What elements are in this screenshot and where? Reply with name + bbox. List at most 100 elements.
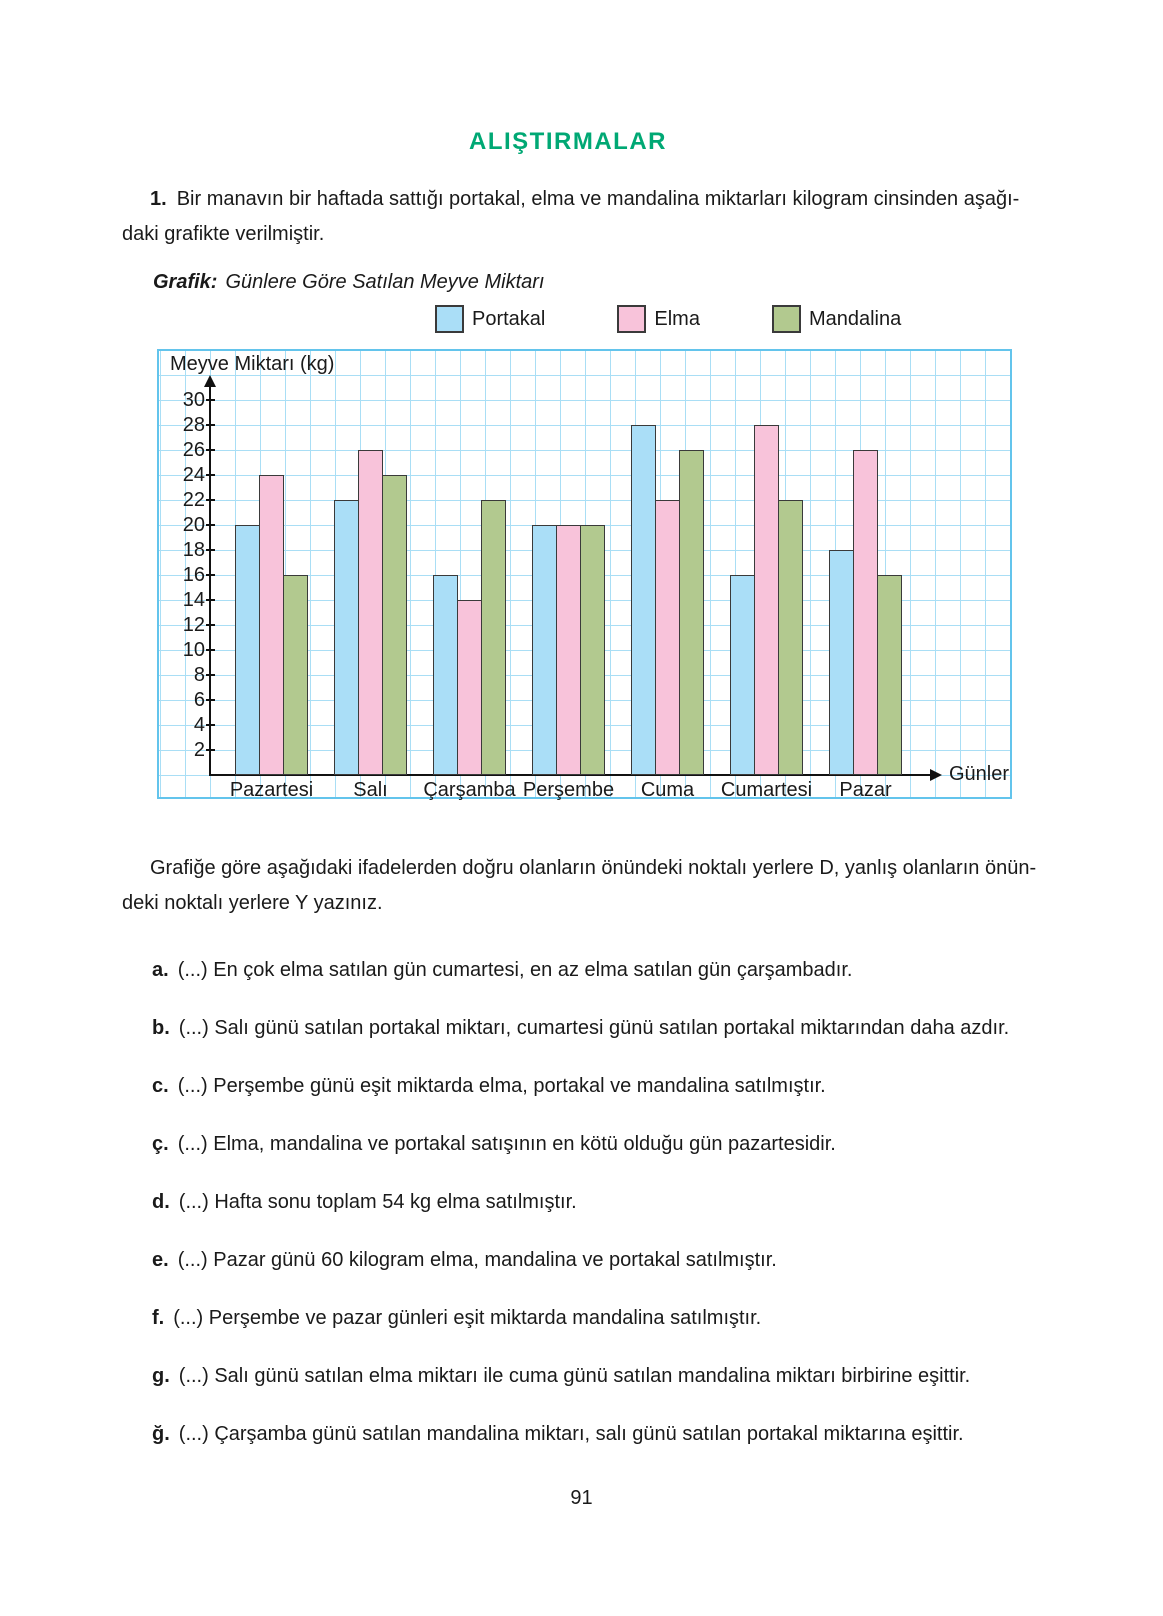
bar-portakal-çarşamba [433, 575, 458, 775]
statement-a: a. (...) En çok elma satılan gün cumartes… [122, 957, 1014, 983]
bar-portakal-pazartesi [235, 525, 260, 775]
statement-letter-b: b. [152, 1017, 170, 1039]
day-label-salı: Salı [353, 779, 388, 801]
y-axis [209, 383, 211, 776]
page-title: ALIŞTIRMALAR [469, 128, 667, 155]
bar-mandalina-cuma [679, 450, 704, 775]
tick-mark-14 [206, 599, 215, 601]
bar-portakal-salı [334, 500, 359, 775]
chart-caption: Grafik: Günlere Göre Satılan Meyve Miktar… [153, 269, 1014, 295]
tick-mark-2 [206, 749, 215, 751]
legend-swatch-elma [617, 305, 647, 333]
intro-line-1: 1. Bir manavın bir haftada sattığı portak… [122, 182, 1019, 217]
statement-letter-a: a. [152, 959, 169, 981]
statement-ç: ç. (...) Elma, mandalina ve portakal satı… [122, 1131, 1014, 1157]
tick-label-28: 28 [182, 414, 205, 436]
bar-elma-çarşamba [457, 600, 482, 775]
x-axis [210, 774, 932, 776]
statement-g: g. (...) Salı günü satılan elma miktarı i… [122, 1363, 1014, 1389]
tick-mark-4 [206, 724, 215, 726]
statement-text-ğ: (...) Çarşamba günü satılan mandalina mi… [178, 1423, 964, 1445]
statement-text-c: (...) Perşembe günü eşit miktarda elma, … [177, 1075, 826, 1097]
tick-mark-22 [206, 499, 215, 501]
x-axis-arrow-icon [930, 769, 942, 781]
chart: Meyve Miktarı (kg) Günler 2 4 6 8 10 12 14 16 18… [157, 349, 1014, 801]
tick-mark-6 [206, 699, 215, 701]
bar-mandalina-pazar [877, 575, 902, 775]
tick-label-14: 14 [182, 589, 205, 611]
tick-label-10: 10 [182, 639, 205, 661]
day-label-pazartesi: Pazartesi [229, 779, 314, 801]
chart-caption-text: Günlere Göre Satılan Meyve Miktarı [225, 271, 545, 293]
tick-label-16: 16 [182, 564, 205, 586]
statement-f: f. (...) Perşembe ve pazar günleri eşit m… [122, 1305, 1014, 1331]
statement-letter-c: c. [152, 1075, 169, 1097]
legend-label-elma: Elma [654, 307, 700, 330]
chart-caption-label: Grafik: [153, 271, 218, 293]
tick-label-22: 22 [182, 489, 205, 511]
instruction-line-2: deki noktalı yerlere Y yazınız. [122, 892, 383, 914]
bar-elma-pazartesi [259, 475, 284, 775]
tick-label-2: 2 [193, 739, 205, 761]
bar-elma-cuma [655, 500, 680, 775]
intro-line-2: daki grafikte verilmiştir. [122, 217, 1014, 252]
tick-mark-26 [206, 449, 215, 451]
y-axis-title: Meyve Miktarı (kg) [170, 353, 335, 375]
legend-swatch-mandalina [771, 305, 801, 333]
bar-portakal-cumartesi [730, 575, 755, 775]
problem-number: 1. [150, 188, 167, 210]
day-label-cumartesi: Cumartesi [720, 779, 813, 801]
day-label-pazar: Pazar [839, 779, 892, 801]
tick-mark-18 [206, 549, 215, 551]
intro-text-2: daki grafikte verilmiştir. [122, 223, 325, 245]
statement-letter-f: f. [152, 1307, 165, 1329]
tick-mark-24 [206, 474, 215, 476]
instruction-line-1: Grafiğe göre aşağıdaki ifadelerden doğru… [150, 857, 1037, 879]
tick-label-12: 12 [182, 614, 205, 636]
tick-label-6: 6 [193, 689, 205, 711]
statement-ğ: ğ. (...) Çarşamba günü satılan mandalina … [122, 1421, 1014, 1447]
bar-mandalina-salı [382, 475, 407, 775]
bar-mandalina-perşembe [580, 525, 605, 775]
legend-item-mandalina: Mandalina [771, 305, 902, 333]
statement-text-a: (...) En çok elma satılan gün cumartesi,… [177, 959, 853, 981]
bar-portakal-perşembe [532, 525, 557, 775]
legend-item-elma: Elma [617, 305, 700, 333]
bar-portakal-cuma [631, 425, 656, 775]
tick-mark-16 [206, 574, 215, 576]
statement-text-f: (...) Perşembe ve pazar günleri eşit mik… [173, 1307, 762, 1329]
statement-letter-ç: ç. [152, 1133, 169, 1155]
day-label-çarşamba: Çarşamba [423, 779, 516, 801]
statement-text-d: (...) Hafta sonu toplam 54 kg elma satıl… [178, 1191, 577, 1213]
bar-mandalina-çarşamba [481, 500, 506, 775]
x-axis-title: Günler [949, 763, 1010, 785]
tick-mark-28 [206, 424, 215, 426]
day-label-cuma: Cuma [640, 779, 695, 801]
page-number: 91 [570, 1487, 593, 1509]
tick-label-8: 8 [193, 664, 205, 686]
bar-mandalina-cumartesi [778, 500, 803, 775]
bar-elma-pazar [853, 450, 878, 775]
statement-letter-e: e. [152, 1249, 169, 1271]
statement-c: c. (...) Perşembe günü eşit miktarda elma… [122, 1073, 1014, 1099]
statement-letter-ğ: ğ. [152, 1423, 170, 1445]
statement-b: b. (...) Salı günü satılan portakal mikta… [122, 1015, 1014, 1041]
page-content: ALIŞTIRMALAR 1. Bir manavın bir haftada s… [122, 128, 1037, 1447]
bar-elma-perşembe [556, 525, 581, 775]
intro-paragraph: 1. Bir manavın bir haftada sattığı portak… [122, 182, 1019, 252]
y-axis-arrow-icon [204, 375, 216, 387]
legend-label-mandalina: Mandalina [808, 307, 902, 330]
tick-mark-8 [206, 674, 215, 676]
chart-area: Meyve Miktarı (kg) Günler 2 4 6 8 10 12 14 16 18… [157, 349, 1012, 801]
statement-d: d. (...) Hafta sonu toplam 54 kg elma sat… [122, 1189, 1014, 1215]
tick-label-30: 30 [182, 389, 205, 411]
tick-mark-10 [206, 649, 215, 651]
statement-letter-d: d. [152, 1191, 170, 1213]
statement-text-ç: (...) Elma, mandalina ve portakal satışı… [177, 1133, 836, 1155]
tick-label-4: 4 [193, 714, 205, 736]
intro-text-1: Bir manavın bir haftada sattığı portakal… [176, 188, 1020, 210]
statement-text-b: (...) Salı günü satılan portakal miktarı… [178, 1017, 1010, 1039]
bar-elma-salı [358, 450, 383, 775]
statement-text-g: (...) Salı günü satılan elma miktarı ile… [178, 1365, 971, 1387]
tick-label-20: 20 [182, 514, 205, 536]
